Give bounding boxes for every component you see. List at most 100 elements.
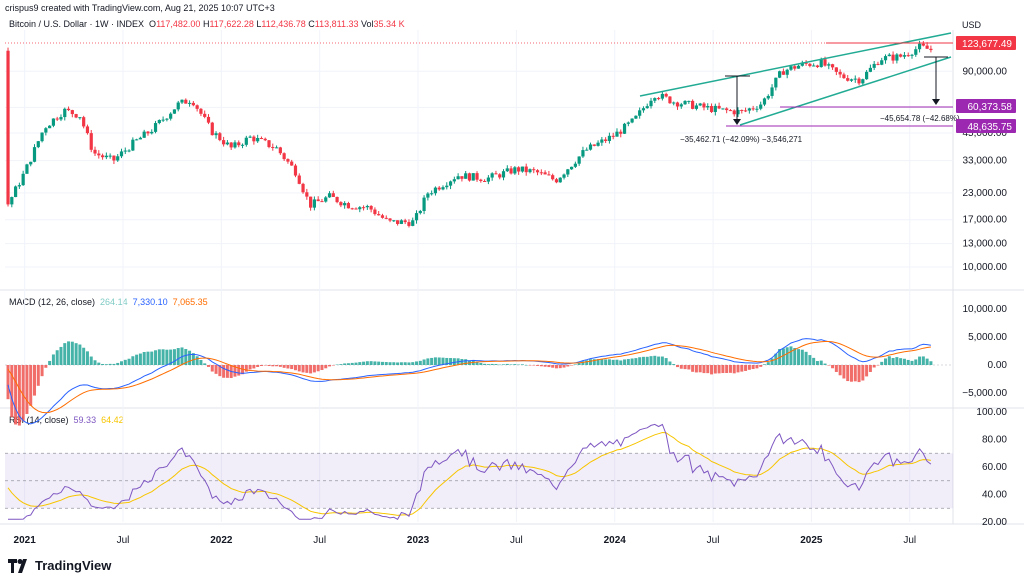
- price-tick-label: 33,000.00: [963, 156, 1008, 167]
- candle-body: [812, 65, 816, 67]
- macd-histogram-bar: [433, 357, 437, 365]
- macd-histogram-bar: [388, 362, 392, 365]
- macd-histogram-bar: [861, 365, 865, 381]
- candle-body: [679, 104, 683, 107]
- candle-body: [218, 133, 222, 141]
- candle-body: [369, 205, 373, 210]
- macd-histogram-bar: [116, 362, 120, 365]
- macd-histogram-bar: [172, 349, 176, 365]
- macd-histogram-bar: [596, 359, 600, 365]
- tradingview-logo[interactable]: TradingView: [8, 558, 111, 573]
- candle-body: [641, 108, 646, 111]
- candle-body: [418, 210, 422, 214]
- candle-body: [407, 222, 411, 226]
- macd-signal-value: 7,065.35: [172, 297, 208, 307]
- candle-body: [494, 173, 498, 175]
- macd-histogram-bar: [797, 349, 801, 365]
- candle-body: [547, 174, 551, 176]
- candle-body: [354, 208, 358, 210]
- candle-body: [97, 153, 101, 156]
- macd-histogram-bar: [350, 362, 354, 365]
- macd-histogram-bar: [237, 365, 241, 376]
- macd-histogram-bar: [524, 364, 528, 366]
- macd-histogram-bar: [827, 365, 831, 366]
- candle-body: [607, 135, 612, 141]
- candle-body: [543, 172, 547, 175]
- macd-histogram-bar: [467, 360, 471, 365]
- candle-body: [17, 185, 21, 187]
- candle-body: [683, 100, 687, 105]
- candle-body: [259, 138, 264, 140]
- macd-histogram-bar: [539, 365, 543, 367]
- macd-histogram-bar: [297, 365, 301, 372]
- macd-histogram-bar: [547, 365, 551, 368]
- macd-histogram-bar: [660, 356, 664, 365]
- macd-histogram-bar: [267, 365, 271, 367]
- candle-body: [85, 126, 90, 134]
- macd-histogram-bar: [494, 364, 498, 365]
- macd-histogram-bar: [282, 365, 286, 368]
- macd-histogram-bar: [880, 361, 884, 365]
- candle-body: [301, 183, 305, 193]
- macd-histogram-bar: [214, 365, 218, 374]
- candle-body: [184, 99, 188, 104]
- symbol-title[interactable]: Bitcoin / U.S. Dollar · 1W · INDEX: [9, 19, 145, 29]
- candle-body: [656, 98, 661, 100]
- main-legend[interactable]: Bitcoin / U.S. Dollar · 1W · INDEX O117,…: [9, 19, 405, 29]
- candle-body: [331, 193, 335, 197]
- measure-arrowhead-1: [733, 119, 741, 125]
- candle-body: [187, 102, 192, 104]
- macd-histogram-bar: [838, 365, 842, 376]
- macd-histogram-bar: [664, 358, 668, 365]
- candle-body: [925, 45, 929, 49]
- candle-body: [475, 173, 479, 180]
- candle-body: [59, 117, 63, 120]
- candle-body: [577, 156, 581, 164]
- macd-legend[interactable]: MACD (12, 26, close) 264.14 7,330.10 7,0…: [9, 297, 208, 307]
- candle-body: [751, 108, 755, 110]
- candle-body: [921, 43, 925, 46]
- candle-body: [562, 174, 566, 178]
- candle-body: [513, 167, 517, 174]
- macd-histogram-bar: [312, 365, 316, 373]
- candle-body: [377, 214, 381, 216]
- macd-histogram-bar: [891, 357, 895, 365]
- candle-body: [778, 71, 782, 78]
- candle-body: [55, 118, 59, 120]
- macd-histogram-bar: [248, 365, 252, 370]
- macd-histogram-bar: [857, 365, 861, 383]
- candle-body: [82, 117, 86, 127]
- candle-body: [44, 128, 48, 133]
- macd-histogram-bar: [853, 365, 857, 382]
- rsi-title: RSI (14, close): [9, 415, 69, 425]
- macd-histogram-bar: [256, 365, 260, 367]
- macd-histogram-bar: [728, 365, 732, 373]
- candle-body: [910, 54, 914, 56]
- candle-body: [895, 54, 899, 61]
- rsi-legend[interactable]: RSI (14, close) 59.33 64.42: [9, 415, 124, 425]
- macd-histogram-bar: [577, 362, 581, 365]
- candle-body: [622, 123, 627, 134]
- candle-body: [25, 164, 29, 174]
- macd-histogram-bar: [479, 362, 483, 365]
- macd-histogram-bar: [441, 357, 445, 365]
- candle-body: [176, 102, 180, 110]
- candle-body: [380, 215, 385, 218]
- macd-histogram-bar: [418, 360, 422, 365]
- candle-body: [539, 172, 543, 174]
- candle-body: [479, 179, 483, 181]
- candle-body: [762, 98, 767, 105]
- macd-histogram-bar: [104, 364, 108, 365]
- macd-histogram-bar: [225, 365, 229, 378]
- macd-histogram-bar: [29, 365, 33, 406]
- candle-body: [305, 192, 309, 197]
- macd-histogram-bar: [785, 347, 789, 365]
- macd-histogram-bar: [244, 365, 248, 372]
- candle-body: [119, 151, 124, 157]
- candle-body: [532, 169, 536, 171]
- macd-histogram-bar: [502, 364, 506, 365]
- candle-body: [346, 203, 351, 209]
- macd-histogram-bar: [263, 365, 267, 366]
- macd-histogram-bar: [305, 365, 309, 373]
